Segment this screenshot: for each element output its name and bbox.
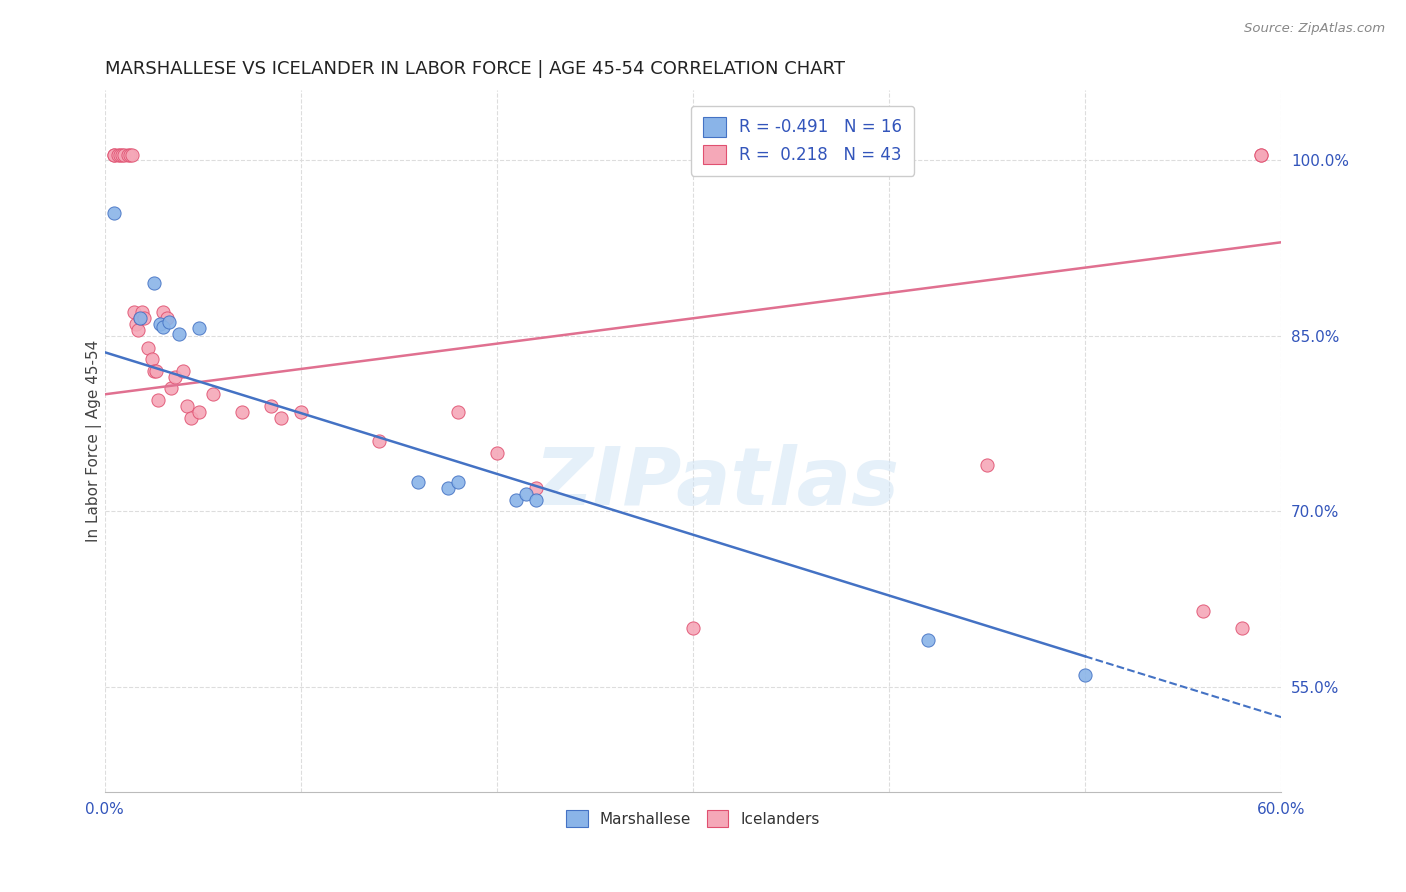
Point — [290, 405, 312, 419]
Point — [122, 305, 145, 319]
Point — [176, 399, 198, 413]
Point — [131, 305, 153, 319]
Point — [187, 320, 209, 334]
Point — [231, 405, 253, 419]
Point — [1250, 147, 1272, 161]
Point — [408, 475, 430, 489]
Point — [524, 492, 547, 507]
Point — [121, 147, 143, 161]
Point — [127, 323, 149, 337]
Legend: Marshallese, Icelanders: Marshallese, Icelanders — [560, 804, 825, 833]
Text: Source: ZipAtlas.com: Source: ZipAtlas.com — [1244, 22, 1385, 36]
Point — [142, 277, 165, 291]
Point — [1230, 621, 1253, 635]
Point — [152, 319, 174, 334]
Y-axis label: In Labor Force | Age 45-54: In Labor Force | Age 45-54 — [86, 340, 101, 542]
Point — [160, 382, 183, 396]
Point — [446, 405, 468, 419]
Point — [1250, 147, 1272, 161]
Point — [110, 147, 132, 161]
Point — [172, 364, 194, 378]
Point — [436, 481, 458, 495]
Point — [120, 147, 142, 161]
Point — [1074, 668, 1097, 682]
Point — [270, 410, 292, 425]
Point — [156, 311, 179, 326]
Point — [167, 326, 190, 341]
Point — [103, 147, 125, 161]
Point — [1191, 604, 1213, 618]
Point — [524, 481, 547, 495]
Point — [111, 147, 134, 161]
Point — [117, 147, 139, 161]
Text: MARSHALLESE VS ICELANDER IN LABOR FORCE | AGE 45-54 CORRELATION CHART: MARSHALLESE VS ICELANDER IN LABOR FORCE … — [104, 60, 845, 78]
Point — [112, 147, 135, 161]
Point — [485, 446, 508, 460]
Point — [446, 475, 468, 489]
Point — [917, 632, 939, 647]
Point — [682, 621, 704, 635]
Point — [129, 311, 152, 326]
Point — [136, 341, 159, 355]
Text: ZIPatlas: ZIPatlas — [534, 444, 898, 522]
Point — [142, 364, 165, 378]
Point — [145, 364, 167, 378]
Point — [505, 492, 527, 507]
Point — [260, 399, 283, 413]
Point — [125, 317, 148, 331]
Point — [141, 352, 163, 367]
Point — [103, 206, 125, 220]
Point — [146, 393, 169, 408]
Point — [152, 305, 174, 319]
Point — [165, 369, 187, 384]
Point — [368, 434, 391, 449]
Point — [187, 405, 209, 419]
Point — [103, 147, 125, 161]
Point — [976, 458, 998, 472]
Point — [157, 315, 180, 329]
Point — [180, 410, 202, 425]
Point — [107, 147, 129, 161]
Point — [132, 311, 155, 326]
Point — [515, 487, 537, 501]
Point — [201, 387, 224, 401]
Point — [129, 311, 152, 326]
Point — [148, 317, 170, 331]
